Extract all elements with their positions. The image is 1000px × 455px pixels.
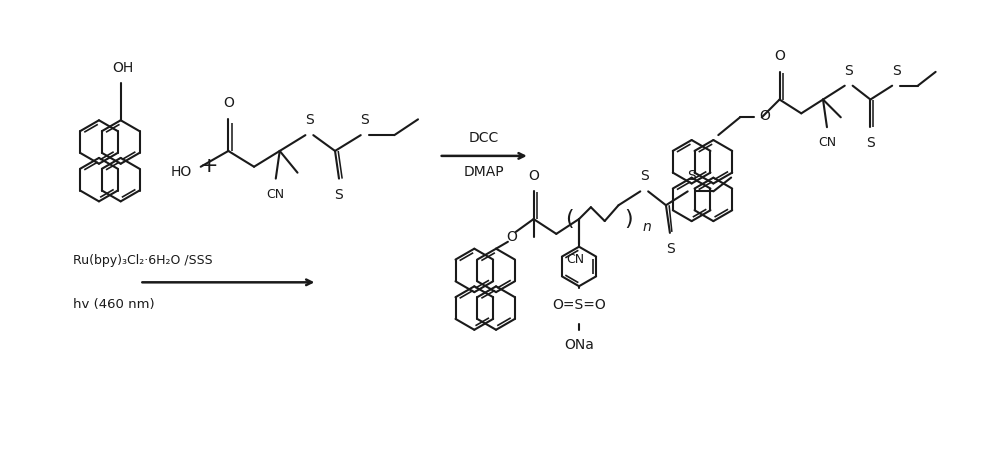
- Text: O: O: [223, 96, 234, 111]
- Text: S: S: [892, 64, 900, 78]
- Text: O: O: [506, 230, 517, 244]
- Text: S: S: [667, 242, 675, 256]
- Text: S: S: [360, 113, 369, 127]
- Text: CN: CN: [818, 136, 836, 149]
- Text: OH: OH: [112, 61, 133, 75]
- Text: Ru(bpy)₃Cl₂·6H₂O /SSS: Ru(bpy)₃Cl₂·6H₂O /SSS: [73, 254, 213, 267]
- Text: S: S: [844, 64, 853, 78]
- Text: ONa: ONa: [564, 338, 594, 352]
- Text: +: +: [199, 156, 218, 176]
- Text: S: S: [866, 136, 875, 150]
- Text: n: n: [642, 220, 651, 234]
- Text: CN: CN: [566, 253, 584, 266]
- Text: O: O: [759, 109, 770, 123]
- Text: HO: HO: [171, 165, 192, 179]
- Text: ): ): [624, 209, 633, 229]
- Text: S: S: [640, 170, 649, 183]
- Text: O: O: [528, 168, 539, 182]
- Text: CN: CN: [267, 188, 285, 202]
- Text: DCC: DCC: [469, 131, 499, 145]
- Text: S: S: [335, 188, 343, 202]
- Text: O: O: [774, 49, 785, 63]
- Text: DMAP: DMAP: [464, 165, 505, 179]
- Text: hv (460 nm): hv (460 nm): [73, 298, 155, 311]
- Text: O=S=O: O=S=O: [552, 298, 606, 312]
- Text: S: S: [687, 170, 696, 183]
- Text: (: (: [565, 209, 573, 229]
- Text: S: S: [305, 113, 314, 127]
